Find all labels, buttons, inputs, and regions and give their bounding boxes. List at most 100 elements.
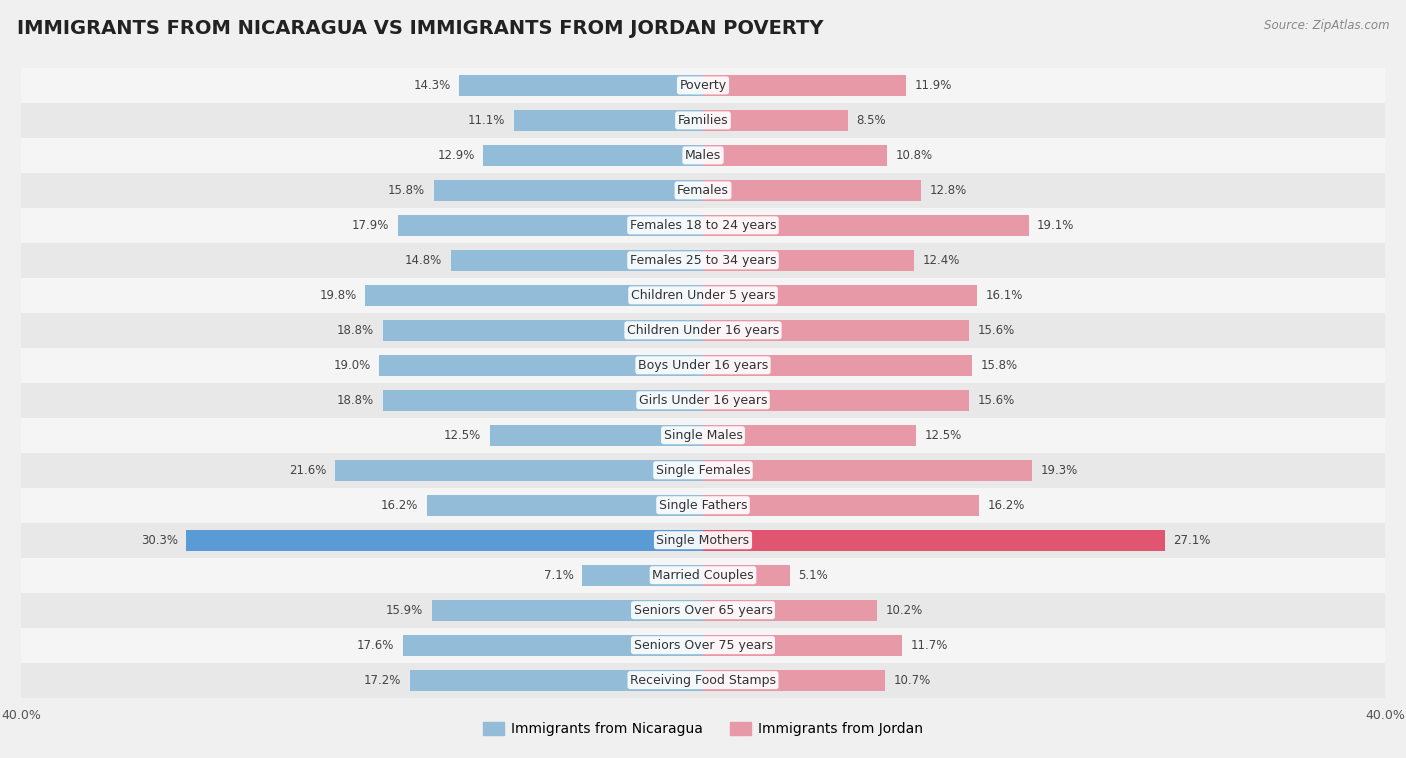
Bar bbox=[21, 313, 1385, 348]
Bar bbox=[703, 565, 790, 586]
Text: 17.6%: 17.6% bbox=[357, 639, 395, 652]
Bar bbox=[21, 278, 1385, 313]
Bar bbox=[21, 138, 1385, 173]
Bar bbox=[703, 180, 921, 201]
Text: Boys Under 16 years: Boys Under 16 years bbox=[638, 359, 768, 371]
Bar bbox=[404, 634, 703, 656]
Text: 10.2%: 10.2% bbox=[886, 603, 922, 617]
Bar bbox=[21, 418, 1385, 453]
Bar bbox=[21, 558, 1385, 593]
Bar bbox=[366, 285, 703, 305]
Bar bbox=[433, 180, 703, 201]
Text: 8.5%: 8.5% bbox=[856, 114, 886, 127]
Text: 10.8%: 10.8% bbox=[896, 149, 932, 162]
Bar bbox=[703, 320, 969, 341]
Text: 11.1%: 11.1% bbox=[468, 114, 505, 127]
Text: 11.9%: 11.9% bbox=[914, 79, 952, 92]
Text: 21.6%: 21.6% bbox=[288, 464, 326, 477]
Text: 12.9%: 12.9% bbox=[437, 149, 475, 162]
Text: 12.4%: 12.4% bbox=[922, 254, 960, 267]
Bar bbox=[21, 628, 1385, 662]
Text: 12.5%: 12.5% bbox=[925, 429, 962, 442]
Bar bbox=[21, 68, 1385, 103]
Bar bbox=[703, 285, 977, 305]
Bar bbox=[21, 208, 1385, 243]
Bar bbox=[21, 173, 1385, 208]
Bar bbox=[21, 453, 1385, 487]
Text: 11.7%: 11.7% bbox=[911, 639, 949, 652]
Bar bbox=[703, 460, 1032, 481]
Bar bbox=[489, 424, 703, 446]
Text: 16.2%: 16.2% bbox=[381, 499, 419, 512]
Text: 5.1%: 5.1% bbox=[799, 568, 828, 581]
Text: 30.3%: 30.3% bbox=[141, 534, 179, 547]
Text: Married Couples: Married Couples bbox=[652, 568, 754, 581]
Text: Females 25 to 34 years: Females 25 to 34 years bbox=[630, 254, 776, 267]
Bar bbox=[21, 348, 1385, 383]
Text: 12.8%: 12.8% bbox=[929, 184, 967, 197]
Text: 19.0%: 19.0% bbox=[333, 359, 371, 371]
Text: Single Females: Single Females bbox=[655, 464, 751, 477]
Bar bbox=[427, 495, 703, 515]
Bar bbox=[21, 243, 1385, 278]
Text: Receiving Food Stamps: Receiving Food Stamps bbox=[630, 674, 776, 687]
Bar bbox=[382, 320, 703, 341]
Text: Seniors Over 65 years: Seniors Over 65 years bbox=[634, 603, 772, 617]
Bar bbox=[703, 600, 877, 621]
Text: 15.9%: 15.9% bbox=[387, 603, 423, 617]
Bar bbox=[432, 600, 703, 621]
Text: Families: Families bbox=[678, 114, 728, 127]
Bar bbox=[398, 215, 703, 236]
Text: Single Fathers: Single Fathers bbox=[659, 499, 747, 512]
Bar bbox=[703, 145, 887, 166]
Text: 17.9%: 17.9% bbox=[352, 219, 389, 232]
Text: Males: Males bbox=[685, 149, 721, 162]
Text: Single Males: Single Males bbox=[664, 429, 742, 442]
Text: Single Mothers: Single Mothers bbox=[657, 534, 749, 547]
Bar bbox=[21, 523, 1385, 558]
Bar bbox=[703, 530, 1166, 551]
Text: Children Under 16 years: Children Under 16 years bbox=[627, 324, 779, 337]
Bar bbox=[335, 460, 703, 481]
Bar bbox=[21, 383, 1385, 418]
Text: 18.8%: 18.8% bbox=[337, 394, 374, 407]
Text: IMMIGRANTS FROM NICARAGUA VS IMMIGRANTS FROM JORDAN POVERTY: IMMIGRANTS FROM NICARAGUA VS IMMIGRANTS … bbox=[17, 19, 824, 38]
Bar bbox=[582, 565, 703, 586]
Text: 14.8%: 14.8% bbox=[405, 254, 441, 267]
Text: 15.6%: 15.6% bbox=[977, 394, 1015, 407]
Text: Source: ZipAtlas.com: Source: ZipAtlas.com bbox=[1264, 19, 1389, 32]
Bar bbox=[484, 145, 703, 166]
Text: 12.5%: 12.5% bbox=[444, 429, 481, 442]
Bar bbox=[703, 75, 905, 96]
Text: Children Under 5 years: Children Under 5 years bbox=[631, 289, 775, 302]
Bar bbox=[21, 593, 1385, 628]
Text: Girls Under 16 years: Girls Under 16 years bbox=[638, 394, 768, 407]
Bar bbox=[703, 390, 969, 411]
Text: Females: Females bbox=[678, 184, 728, 197]
Text: 16.1%: 16.1% bbox=[986, 289, 1024, 302]
Text: 15.8%: 15.8% bbox=[981, 359, 1018, 371]
Text: 19.3%: 19.3% bbox=[1040, 464, 1078, 477]
Bar bbox=[380, 355, 703, 376]
Bar bbox=[703, 215, 1029, 236]
Text: 19.8%: 19.8% bbox=[319, 289, 357, 302]
Text: 15.8%: 15.8% bbox=[388, 184, 425, 197]
Text: Poverty: Poverty bbox=[679, 79, 727, 92]
Bar bbox=[21, 103, 1385, 138]
Bar bbox=[703, 669, 886, 691]
Bar bbox=[703, 355, 973, 376]
Text: 10.7%: 10.7% bbox=[894, 674, 931, 687]
Text: 14.3%: 14.3% bbox=[413, 79, 451, 92]
Bar bbox=[703, 495, 979, 515]
Text: 27.1%: 27.1% bbox=[1174, 534, 1211, 547]
Text: 15.6%: 15.6% bbox=[977, 324, 1015, 337]
Text: 17.2%: 17.2% bbox=[364, 674, 401, 687]
Text: 19.1%: 19.1% bbox=[1038, 219, 1074, 232]
Bar bbox=[703, 634, 903, 656]
Bar bbox=[703, 250, 914, 271]
Legend: Immigrants from Nicaragua, Immigrants from Jordan: Immigrants from Nicaragua, Immigrants fr… bbox=[478, 717, 928, 742]
Bar bbox=[21, 662, 1385, 697]
Bar bbox=[703, 424, 917, 446]
Bar bbox=[460, 75, 703, 96]
Bar bbox=[409, 669, 703, 691]
